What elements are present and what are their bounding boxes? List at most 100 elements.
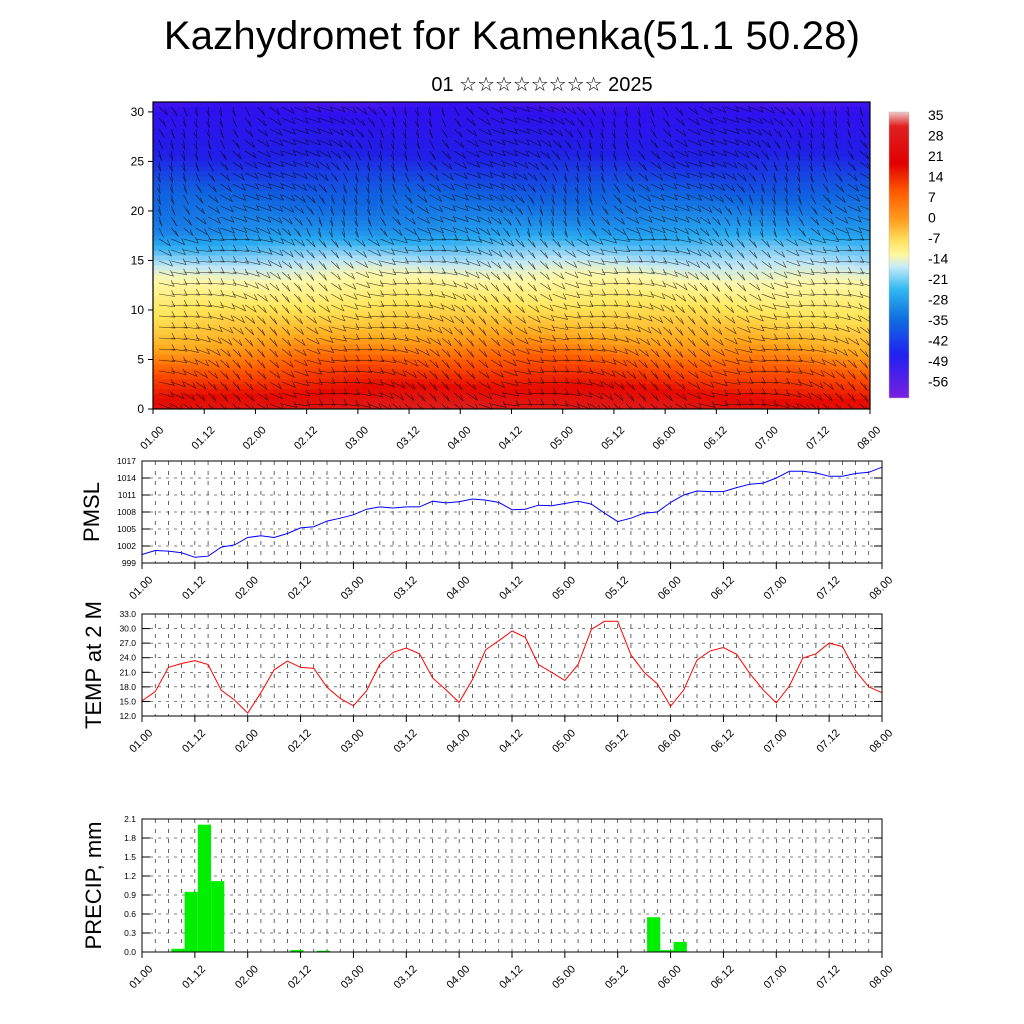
heatmap-cell bbox=[496, 399, 513, 405]
heatmap-cell bbox=[675, 314, 692, 321]
wind-barb bbox=[269, 337, 278, 347]
heatmap-cell bbox=[287, 314, 303, 321]
heatmap-cell bbox=[705, 225, 722, 232]
heatmap-cell bbox=[690, 344, 707, 351]
heatmap-cell bbox=[227, 186, 244, 192]
heatmap-cell bbox=[780, 111, 796, 118]
wind-barb bbox=[675, 150, 689, 158]
heatmap-cell bbox=[720, 225, 737, 232]
heatmap-cell bbox=[601, 131, 617, 138]
heatmap-cell bbox=[392, 156, 408, 163]
heatmap-cell bbox=[765, 156, 781, 163]
heatmap-cell bbox=[332, 161, 348, 167]
wind-barb bbox=[294, 359, 308, 367]
wind-barb bbox=[355, 354, 373, 362]
heatmap-cell bbox=[436, 245, 453, 252]
heatmap-cell bbox=[720, 230, 737, 237]
heatmap-cell bbox=[406, 146, 423, 153]
heatmap-cell bbox=[541, 245, 557, 252]
heatmap-cell bbox=[825, 196, 841, 202]
heatmap-cell bbox=[272, 374, 289, 380]
wind-barb bbox=[552, 365, 570, 373]
heatmap-cell bbox=[436, 196, 453, 202]
heatmap-cell bbox=[287, 220, 303, 227]
wind-barb bbox=[343, 249, 353, 259]
wind-barb bbox=[822, 194, 831, 204]
heatmap-cell bbox=[556, 270, 572, 276]
heatmap-cell bbox=[257, 235, 274, 242]
heatmap-cell bbox=[167, 215, 184, 222]
wind-barb bbox=[699, 315, 708, 325]
heatmap-cell bbox=[167, 305, 184, 311]
wind-barb bbox=[343, 282, 357, 290]
heatmap-cell bbox=[287, 102, 303, 108]
wind-barb bbox=[833, 128, 838, 139]
wind-barb bbox=[737, 336, 752, 344]
wind-barb bbox=[724, 150, 739, 158]
heatmap-cell bbox=[182, 201, 199, 207]
wind-barb bbox=[798, 258, 815, 265]
heatmap-cell bbox=[690, 334, 707, 341]
heatmap-cell bbox=[496, 166, 513, 172]
heatmap-cell bbox=[810, 260, 826, 266]
heatmap-cell bbox=[780, 146, 796, 153]
wind-barb bbox=[391, 128, 395, 139]
heatmap-cell bbox=[317, 156, 333, 163]
heatmap-x-tick-label: 05.00 bbox=[548, 424, 576, 452]
wind-barb bbox=[736, 260, 745, 270]
wind-barb bbox=[540, 150, 551, 159]
heatmap-cell bbox=[167, 250, 184, 257]
heatmap-cell bbox=[182, 364, 199, 370]
heatmap-cell bbox=[496, 230, 513, 237]
heatmap-cell bbox=[571, 379, 587, 385]
heatmap-cell bbox=[690, 146, 707, 153]
wind-barb bbox=[441, 204, 457, 212]
wind-barb bbox=[220, 150, 227, 161]
heatmap-cell bbox=[735, 329, 752, 336]
heatmap-cell bbox=[153, 126, 169, 133]
wind-barb bbox=[220, 279, 237, 286]
heatmap-cell bbox=[690, 166, 707, 172]
heatmap-cell bbox=[257, 116, 274, 123]
heatmap-cell bbox=[167, 354, 184, 361]
heatmap-cell bbox=[227, 156, 244, 163]
wind-barb bbox=[503, 127, 518, 135]
wind-barb bbox=[490, 304, 499, 314]
wind-barb bbox=[281, 128, 297, 135]
wind-barb bbox=[158, 379, 175, 386]
heatmap-cell bbox=[601, 191, 617, 197]
heatmap-cell bbox=[421, 215, 438, 222]
wind-barb bbox=[220, 370, 229, 380]
heatmap-cell bbox=[720, 324, 737, 331]
heatmap-cell bbox=[556, 196, 572, 202]
heatmap-cell bbox=[765, 141, 781, 148]
heatmap-cell bbox=[675, 196, 692, 202]
heatmap-cell bbox=[347, 156, 363, 163]
wind-barb bbox=[181, 161, 186, 172]
heatmap-cell bbox=[750, 285, 767, 291]
heatmap-cell bbox=[645, 240, 662, 247]
heatmap-cell bbox=[855, 131, 870, 138]
wind-barb bbox=[220, 291, 237, 298]
heatmap-cell bbox=[586, 334, 602, 341]
wind-barb bbox=[281, 160, 297, 168]
heatmap-cell bbox=[302, 309, 318, 316]
wind-barb bbox=[466, 150, 480, 158]
wind-barb bbox=[171, 299, 188, 307]
wind-barb bbox=[429, 267, 446, 275]
heatmap-cell bbox=[795, 215, 811, 222]
heatmap-cell bbox=[511, 126, 528, 133]
wind-barb bbox=[515, 238, 525, 248]
heatmap-cell bbox=[720, 176, 737, 182]
wind-barb bbox=[318, 161, 331, 171]
heatmap-cell bbox=[541, 374, 557, 380]
heatmap-cell bbox=[481, 210, 498, 217]
heatmap-cell bbox=[317, 339, 333, 346]
wind-barb bbox=[835, 313, 851, 321]
heatmap-cell bbox=[720, 404, 737, 409]
heatmap-cell bbox=[526, 230, 542, 237]
heatmap-cell bbox=[272, 344, 289, 351]
wind-barb bbox=[417, 359, 429, 368]
wind-barb bbox=[663, 381, 672, 391]
heatmap-cell bbox=[242, 186, 259, 192]
